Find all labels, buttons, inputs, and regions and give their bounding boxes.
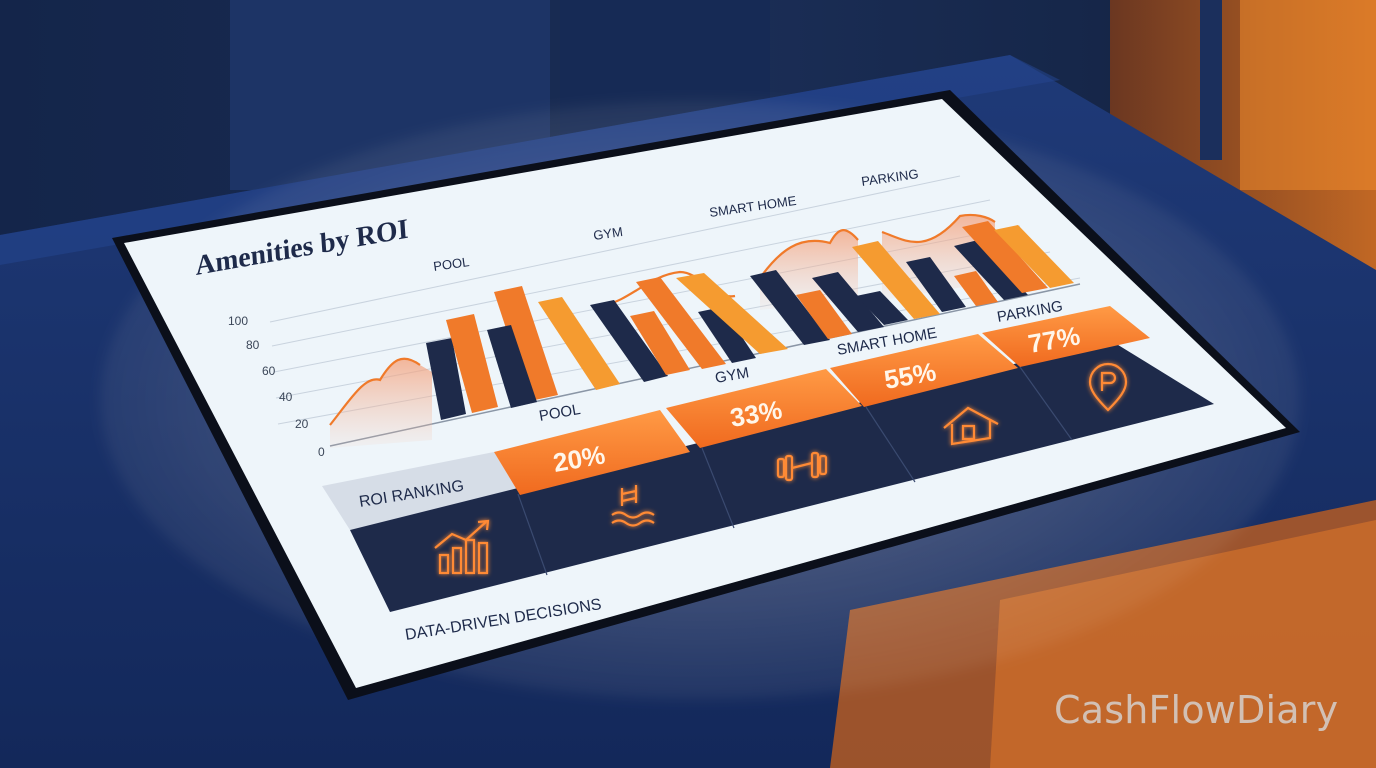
tile-gym [666, 369, 862, 448]
house-icon [943, 406, 999, 446]
dumbbell-icon [776, 451, 828, 482]
tile-label-pool: POOL [538, 401, 582, 425]
bar [856, 291, 908, 325]
trend-area-left [330, 358, 432, 448]
bar [796, 290, 852, 339]
bar [962, 221, 1048, 293]
bar [954, 240, 1028, 300]
top-label-pool: POOL [432, 254, 470, 274]
tile-smart-home [830, 334, 1018, 407]
bar [630, 311, 690, 375]
pool-icon [611, 485, 655, 527]
y-tick: 100 [228, 314, 248, 328]
bar [590, 300, 668, 382]
bar [812, 272, 884, 332]
y-tick: 40 [279, 390, 293, 404]
bar [676, 273, 788, 354]
growth-chart-icon [434, 519, 490, 575]
trend-line-far [881, 213, 996, 243]
y-tick: 80 [246, 338, 260, 352]
tile-label-gym: GYM [714, 364, 751, 387]
bar-group [426, 221, 1074, 420]
bar [954, 271, 998, 306]
bar [906, 257, 966, 312]
top-label-gym: GYM [592, 224, 623, 243]
ranking-label-cell [322, 452, 520, 530]
trend-line-right [759, 229, 859, 279]
trend-line-left [329, 357, 421, 426]
bar [852, 241, 940, 319]
bar [494, 286, 558, 401]
y-axis-ticks: 100 80 60 40 20 0 [228, 314, 325, 459]
icon-band-dividers [517, 366, 1073, 576]
bar [750, 270, 830, 345]
tile-parking [982, 306, 1150, 367]
tile-pool [494, 410, 690, 495]
parking-pin-icon [1088, 362, 1128, 412]
watermark: CashFlowDiary [1054, 688, 1339, 732]
bar [994, 225, 1074, 288]
bar [426, 338, 466, 420]
y-tick: 0 [318, 445, 325, 459]
bar [446, 314, 498, 413]
bar [698, 307, 756, 363]
bar [487, 325, 537, 408]
bar [636, 277, 726, 369]
y-tick: 60 [262, 364, 276, 378]
y-tick: 20 [295, 417, 309, 431]
bar [538, 297, 620, 390]
